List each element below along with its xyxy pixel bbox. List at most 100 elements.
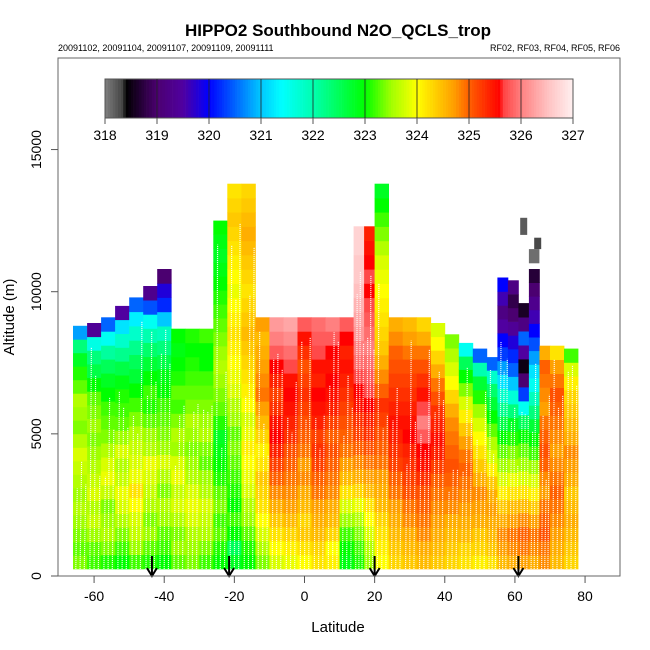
heatmap-cell [171, 399, 186, 414]
colorbar-segment [362, 79, 366, 118]
y-axis: 0 5000 10000 15000 [28, 130, 58, 580]
chart-title: HIPPO2 Southbound N2O_QCLS_trop [185, 21, 491, 40]
colorbar-segment [136, 79, 140, 118]
heatmap-cell [199, 342, 214, 358]
heatmap-cell [518, 387, 530, 402]
colorbar-segment [305, 79, 309, 118]
heatmap-cell [297, 345, 312, 360]
heatmap-cell [364, 511, 375, 527]
heatmap-cell [73, 366, 88, 381]
heatmap-cell [255, 443, 270, 458]
heatmap-cell [458, 342, 474, 357]
heatmap-cell [374, 540, 389, 556]
heatmap-cell [129, 526, 144, 541]
heatmap-cell [388, 443, 404, 458]
flight-profile-trace [317, 448, 321, 569]
colorbar-segment [196, 79, 199, 118]
flight-profile-trace [332, 332, 335, 569]
colorbar-segment [229, 79, 233, 118]
flight-profile-trace [131, 415, 135, 569]
heatmap-cell [539, 457, 551, 472]
colorbar-segment [383, 79, 387, 118]
heatmap-cell [227, 183, 242, 199]
colorbar-segment [378, 79, 381, 118]
heatmap-cell [430, 350, 446, 365]
heatmap-cell [416, 415, 432, 430]
flight-profile-trace [121, 407, 125, 569]
heatmap-cell [311, 415, 326, 430]
colorbar-segment [206, 79, 210, 118]
heatmap-cell [472, 486, 488, 501]
heatmap-cell [507, 486, 519, 501]
x-tick-label: 40 [437, 588, 453, 604]
colorbar-segment [484, 79, 488, 118]
flight-profile-trace [223, 371, 227, 569]
heatmap-cell [458, 422, 474, 437]
heatmap-cell [518, 331, 530, 346]
flight-profile-trace [308, 336, 311, 569]
colorbar-segment [552, 79, 556, 118]
heatmap-cell [157, 311, 172, 327]
colorbar-segment [469, 79, 472, 118]
colorbar-segment [534, 79, 537, 118]
heatmap-cell [364, 283, 375, 299]
heatmap-cell [402, 359, 418, 374]
colorbar-segment [492, 79, 496, 118]
heatmap-cell [353, 326, 365, 341]
heatmap-cell [497, 457, 509, 473]
heatmap-cell [416, 359, 432, 374]
colorbar-segment [237, 79, 241, 118]
flight-profile-trace [327, 385, 331, 569]
colorbar-segment [372, 79, 376, 118]
heatmap-cell [518, 401, 530, 416]
heatmap-cell [129, 426, 144, 441]
flight-profile-trace [89, 347, 92, 569]
flight-profile-traces [75, 223, 578, 569]
flight-profile-trace [247, 294, 251, 569]
colorbar-segment [417, 79, 420, 118]
flight-profile-trace [191, 411, 195, 569]
heatmap-cell [157, 426, 172, 441]
heatmap-cell [444, 417, 460, 432]
heatmap-cell [374, 226, 389, 242]
heatmap-cell [283, 387, 298, 402]
colorbar-segment [521, 79, 524, 118]
colorbar-segment [154, 79, 158, 118]
heatmap-cell [497, 388, 509, 403]
heatmap-cell [550, 345, 565, 360]
flight-profile-trace [233, 299, 237, 569]
colorbar-segment [172, 79, 176, 118]
colorbar-tick-label: 322 [301, 127, 325, 143]
heatmap-cell [129, 326, 144, 341]
flight-profile-trace [125, 427, 129, 569]
colorbar-segment [414, 79, 418, 118]
heatmap-cell [353, 397, 365, 413]
heatmap-cell [101, 443, 116, 458]
colorbar-segment [479, 79, 483, 118]
colorbar-segment [235, 79, 238, 118]
colorbar-segment [453, 79, 457, 118]
colorbar-segment [365, 79, 368, 118]
heatmap-cell [364, 383, 375, 398]
colorbar-segment [445, 79, 449, 118]
colorbar-tick-label: 320 [197, 127, 221, 143]
heatmap-cell [213, 318, 228, 333]
colorbar-segment [326, 79, 329, 118]
colorbar-segment [523, 79, 527, 118]
heatmap-cell [497, 374, 509, 389]
colorbar-segment [437, 79, 441, 118]
colorbar-segment [528, 79, 532, 118]
heatmap-cell [486, 423, 498, 437]
y-tick-label: 10000 [28, 272, 44, 311]
colorbar-segment [427, 79, 431, 118]
heatmap-cell [497, 277, 509, 292]
heatmap-cell [213, 248, 228, 263]
colorbar-segment [294, 79, 298, 118]
heatmap-cell [402, 317, 418, 332]
heatmap-cell [255, 387, 270, 402]
heatmap-cell [374, 183, 389, 199]
flight-profile-trace [451, 468, 454, 569]
flight-profile-trace [483, 391, 487, 569]
heatmap-cell [297, 331, 312, 346]
flight-profile-trace [195, 404, 199, 569]
